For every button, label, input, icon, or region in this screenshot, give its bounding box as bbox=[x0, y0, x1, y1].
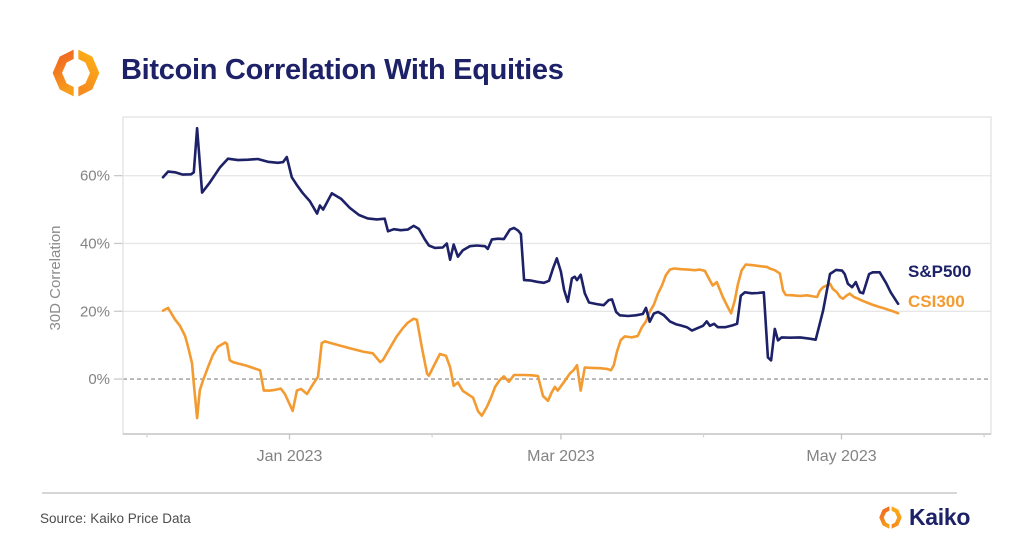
x-tick-label: Mar 2023 bbox=[527, 448, 595, 465]
footer-divider bbox=[42, 492, 957, 494]
series-line-csi300 bbox=[161, 263, 900, 420]
kaiko-wordmark: Kaiko bbox=[909, 504, 971, 530]
legend-sp500: S&P500 bbox=[908, 262, 971, 281]
legend-csi300: CSI300 bbox=[908, 292, 965, 311]
y-tick-label: 0% bbox=[88, 371, 110, 388]
series-layer bbox=[161, 126, 900, 420]
x-tick-label: Jan 2023 bbox=[257, 448, 323, 465]
kaiko-logo-icon bbox=[52, 49, 100, 97]
plot-border bbox=[122, 116, 992, 435]
x-tick-label: May 2023 bbox=[806, 448, 876, 465]
axis-layer: 60% 40% 20% 0% Jan 2023 Mar 2023 May 2023 bbox=[80, 116, 992, 465]
kaiko-brand-footer: Kaiko bbox=[877, 504, 970, 531]
kaiko-logo-icon bbox=[879, 506, 902, 529]
y-axis-title: 30D Correlation bbox=[47, 225, 64, 330]
y-tick-label: 40% bbox=[80, 235, 110, 252]
page-title: Bitcoin Correlation With Equities bbox=[121, 54, 564, 86]
series-line-sp500 bbox=[161, 126, 900, 362]
source-attribution: Source: Kaiko Price Data bbox=[40, 511, 191, 526]
y-tick-label: 20% bbox=[80, 303, 110, 320]
grid-layer bbox=[123, 174, 991, 380]
y-tick-label: 60% bbox=[80, 168, 110, 185]
